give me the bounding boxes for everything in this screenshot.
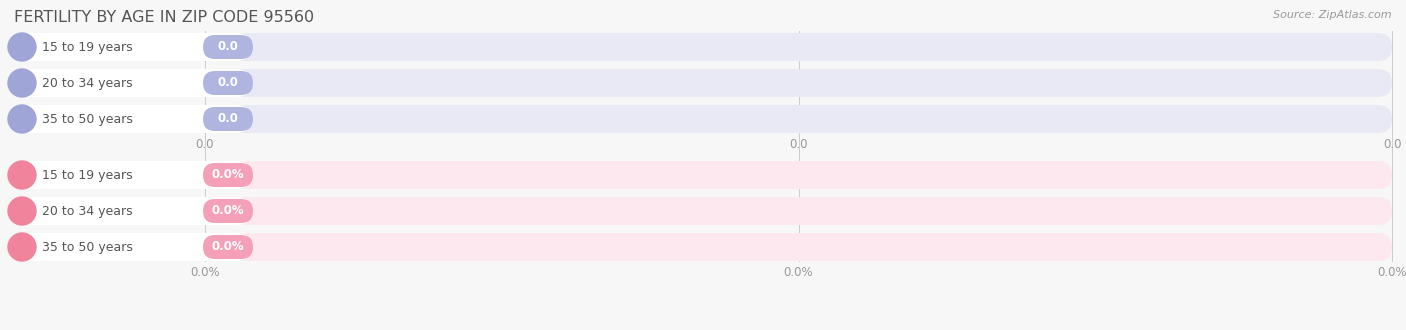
Text: 0.0: 0.0 — [218, 77, 239, 89]
Circle shape — [8, 33, 37, 61]
Text: FERTILITY BY AGE IN ZIP CODE 95560: FERTILITY BY AGE IN ZIP CODE 95560 — [14, 10, 314, 25]
Text: 0.0: 0.0 — [218, 113, 239, 125]
FancyBboxPatch shape — [202, 199, 253, 223]
Text: 35 to 50 years: 35 to 50 years — [42, 241, 134, 253]
Circle shape — [8, 161, 37, 189]
Text: 0.0: 0.0 — [195, 139, 214, 151]
Text: 0.0: 0.0 — [789, 139, 808, 151]
Text: 15 to 19 years: 15 to 19 years — [42, 169, 132, 182]
Text: 0.0%: 0.0% — [783, 267, 813, 280]
Text: 0.0%: 0.0% — [1378, 267, 1406, 280]
Circle shape — [8, 233, 37, 261]
FancyBboxPatch shape — [8, 233, 252, 261]
Text: 0.0: 0.0 — [218, 41, 239, 53]
FancyBboxPatch shape — [8, 161, 252, 189]
Text: 0.0: 0.0 — [1382, 139, 1402, 151]
Circle shape — [8, 105, 37, 133]
FancyBboxPatch shape — [8, 197, 252, 225]
FancyBboxPatch shape — [8, 105, 252, 133]
FancyBboxPatch shape — [205, 197, 1392, 225]
Text: 0.0%: 0.0% — [212, 205, 245, 217]
Text: 0.0%: 0.0% — [190, 267, 219, 280]
FancyBboxPatch shape — [205, 69, 1392, 97]
FancyBboxPatch shape — [8, 69, 252, 97]
FancyBboxPatch shape — [202, 163, 253, 187]
FancyBboxPatch shape — [205, 33, 1392, 61]
Circle shape — [8, 197, 37, 225]
Text: 20 to 34 years: 20 to 34 years — [42, 205, 132, 217]
Text: 35 to 50 years: 35 to 50 years — [42, 113, 134, 125]
FancyBboxPatch shape — [8, 33, 252, 61]
Text: 0.0%: 0.0% — [212, 241, 245, 253]
Text: 15 to 19 years: 15 to 19 years — [42, 41, 132, 53]
FancyBboxPatch shape — [205, 161, 1392, 189]
FancyBboxPatch shape — [202, 107, 253, 131]
FancyBboxPatch shape — [202, 235, 253, 259]
Text: 0.0%: 0.0% — [212, 169, 245, 182]
Text: 20 to 34 years: 20 to 34 years — [42, 77, 132, 89]
Text: Source: ZipAtlas.com: Source: ZipAtlas.com — [1274, 10, 1392, 20]
FancyBboxPatch shape — [205, 105, 1392, 133]
FancyBboxPatch shape — [205, 233, 1392, 261]
Circle shape — [8, 69, 37, 97]
FancyBboxPatch shape — [202, 35, 253, 59]
FancyBboxPatch shape — [202, 71, 253, 95]
